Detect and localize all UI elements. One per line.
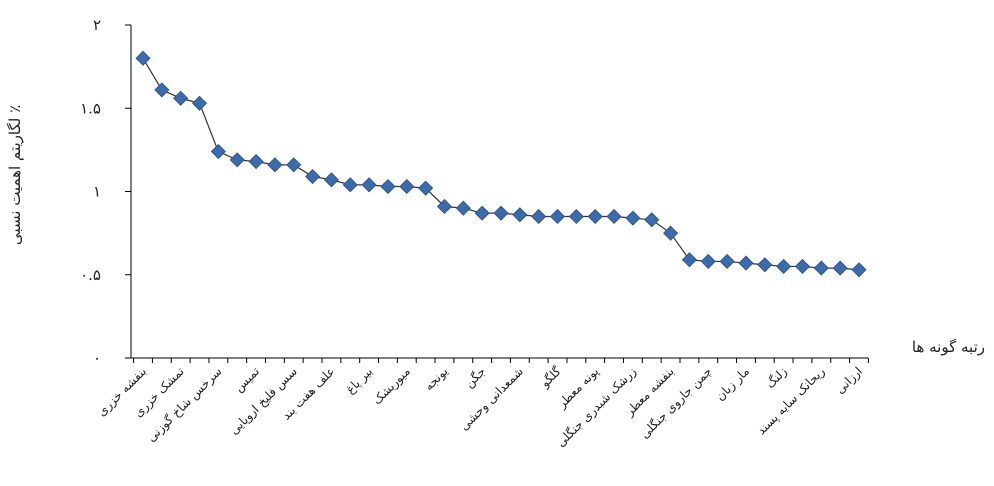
data-point-marker — [361, 177, 377, 193]
data-point-marker — [625, 210, 641, 226]
data-point-marker — [794, 258, 811, 274]
data-point-marker — [813, 260, 829, 276]
x-tick-label: زلنگ — [763, 364, 791, 392]
y-tick-label: ۰ — [93, 349, 101, 367]
y-tick-label: ۱ — [93, 183, 101, 201]
y-tick-label: ۲ — [93, 16, 101, 34]
data-point-marker — [229, 152, 245, 168]
data-point-marker — [663, 225, 679, 241]
x-tick-label: میوربشک — [370, 364, 414, 408]
data-point-marker — [719, 253, 735, 269]
y-axis-title: لگاریتم اهمیت نسبی ٪ — [6, 105, 24, 245]
series-layer — [135, 50, 867, 278]
data-point-marker — [248, 153, 264, 170]
data-point-marker — [436, 198, 453, 215]
y-tick-label: ۰.۵ — [80, 266, 101, 284]
x-axis-title: رتبه گونه ها — [912, 338, 985, 356]
x-tick-label: چمن جاروی جنگلی — [637, 364, 715, 442]
data-point-marker — [380, 178, 396, 195]
data-point-marker — [173, 90, 189, 106]
data-point-marker — [776, 258, 792, 274]
data-point-marker — [493, 205, 509, 221]
data-point-marker — [531, 208, 547, 225]
data-point-marker — [267, 157, 283, 173]
x-tick-label: گلگو — [537, 364, 564, 391]
data-point-marker — [644, 212, 660, 228]
data-point-marker — [154, 82, 170, 98]
x-tick-label: بیر پاغ — [343, 364, 376, 397]
data-point-marker — [738, 255, 754, 271]
x-tick-label: تمیس — [232, 364, 263, 395]
series-line — [142, 57, 860, 271]
data-point-marker — [568, 208, 584, 225]
y-tick-label: ۱.۵ — [80, 99, 101, 117]
data-point-marker — [700, 253, 716, 269]
data-point-marker — [681, 252, 697, 268]
data-point-marker — [512, 207, 528, 223]
data-point-marker — [587, 208, 603, 225]
x-tick-label: جگن — [462, 364, 489, 391]
data-point-marker — [757, 257, 773, 273]
data-point-marker — [191, 95, 208, 111]
x-tick-label: ارزانی — [833, 364, 866, 397]
data-point-marker — [286, 157, 302, 173]
data-point-marker — [135, 50, 151, 66]
data-point-marker — [399, 178, 415, 195]
data-point-marker — [851, 262, 867, 278]
x-tick-label: ریحانک سایه پسند — [754, 364, 828, 438]
y-ticks: ۰ ۰.۵ ۱ ۱.۵ ۲ — [80, 16, 131, 367]
data-point-marker — [342, 177, 358, 193]
x-tick-label: مار زبان — [713, 364, 753, 404]
data-point-marker — [418, 180, 434, 196]
x-tick-label: سرخس شاخ گوزنی — [144, 364, 225, 445]
data-point-marker — [455, 200, 471, 216]
data-point-marker — [474, 205, 490, 221]
data-point-marker — [832, 260, 848, 276]
data-point-marker — [305, 168, 321, 185]
data-point-marker — [549, 208, 566, 225]
data-point-marker — [323, 172, 339, 188]
x-tick-label: یونجه — [422, 364, 452, 394]
data-point-marker — [210, 143, 226, 160]
data-point-marker — [606, 208, 622, 225]
